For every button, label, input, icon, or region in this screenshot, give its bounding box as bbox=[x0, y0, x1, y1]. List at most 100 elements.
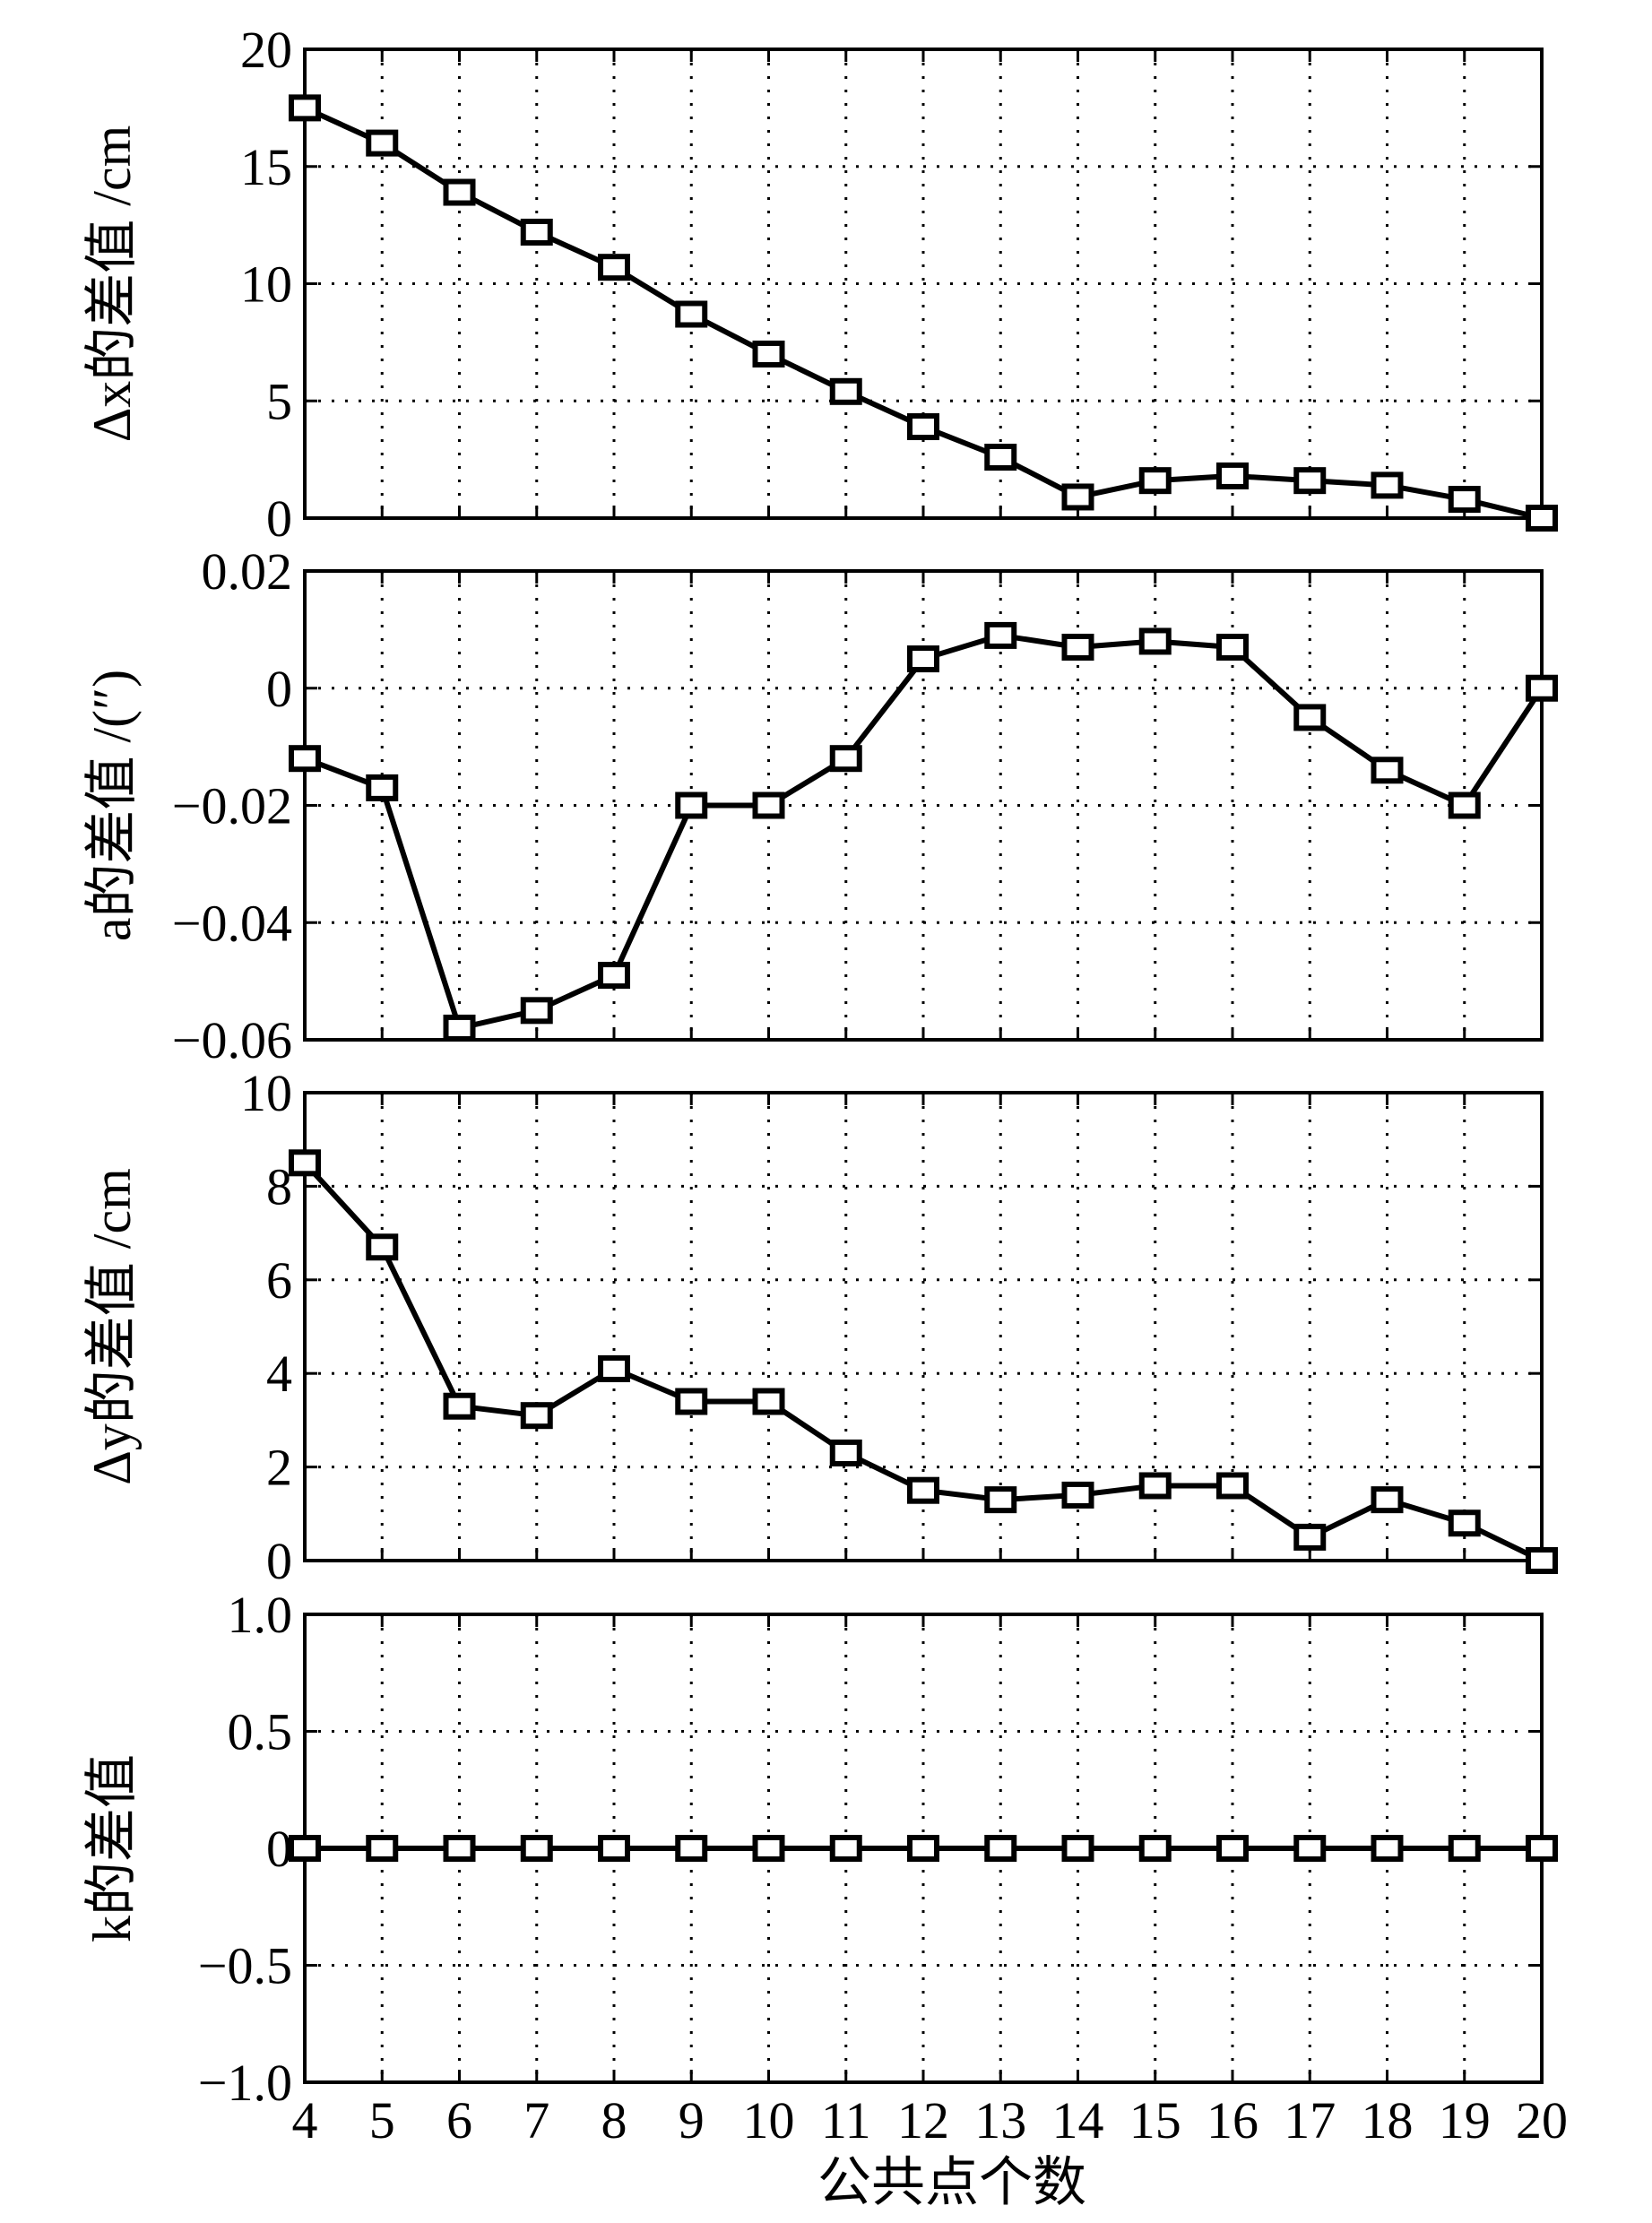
y-tick-label: 15 bbox=[240, 138, 292, 196]
y-tick-label: −0.04 bbox=[172, 894, 292, 952]
data-point-marker bbox=[1138, 627, 1172, 655]
data-point-marker bbox=[907, 1476, 939, 1504]
data-point-marker bbox=[752, 1835, 785, 1862]
series-line bbox=[303, 105, 1543, 521]
y-tick-label: 5 bbox=[266, 372, 292, 430]
data-point-marker bbox=[1371, 757, 1404, 784]
data-point-marker bbox=[443, 1392, 476, 1420]
y-tick-label: 10 bbox=[240, 255, 292, 314]
panel-1: 0 5 10 15 20 Δx的差值 /cm bbox=[82, 21, 1558, 548]
y-tick-label: 4 bbox=[266, 1345, 292, 1403]
x-tick-label: 11 bbox=[821, 2091, 871, 2149]
x-tick-label: 12 bbox=[897, 2091, 949, 2149]
data-point-marker bbox=[598, 1835, 630, 1862]
y-tick-label: −0.5 bbox=[198, 1937, 292, 1995]
x-tick-label: 5 bbox=[369, 2091, 395, 2149]
data-point-marker bbox=[829, 1439, 862, 1466]
x-tick-label: 9 bbox=[679, 2091, 705, 2149]
data-point-marker bbox=[289, 94, 321, 122]
data-point-marker bbox=[984, 1835, 1017, 1862]
data-point-marker bbox=[598, 254, 630, 281]
data-point-marker bbox=[1138, 467, 1172, 495]
x-tick-label: 17 bbox=[1284, 2091, 1336, 2149]
y-tick-label: 0 bbox=[266, 1820, 292, 1878]
y-tick-label: 2 bbox=[266, 1439, 292, 1497]
y-tick-label: 8 bbox=[266, 1157, 292, 1215]
data-point-marker bbox=[366, 774, 399, 801]
data-point-marker bbox=[1448, 486, 1481, 514]
data-point-marker bbox=[1061, 483, 1094, 511]
data-point-marker bbox=[675, 1388, 708, 1415]
data-point-marker bbox=[1371, 1835, 1404, 1862]
x-tick-label: 16 bbox=[1207, 2091, 1258, 2149]
y-axis-label: a的差值 /(″) bbox=[82, 670, 142, 941]
data-point-marker bbox=[1216, 633, 1249, 661]
data-point-marker bbox=[907, 645, 939, 673]
data-point-marker bbox=[984, 444, 1017, 471]
data-point-marker bbox=[1293, 1835, 1327, 1862]
data-point-marker bbox=[1216, 1472, 1249, 1500]
y-tick-label: 1.0 bbox=[228, 1586, 293, 1644]
y-tick-label: 10 bbox=[240, 1064, 292, 1122]
data-point-marker bbox=[366, 1233, 399, 1261]
data-point-marker bbox=[443, 1835, 476, 1862]
data-point-marker bbox=[675, 300, 708, 328]
data-point-marker bbox=[289, 1835, 321, 1862]
data-point-marker bbox=[984, 1486, 1017, 1514]
x-tick-label: 14 bbox=[1052, 2091, 1104, 2149]
data-point-marker bbox=[907, 1835, 939, 1862]
x-axis-label: 公共点个数 bbox=[817, 2153, 1086, 2212]
data-point-marker bbox=[1061, 1481, 1094, 1509]
data-point-marker bbox=[907, 413, 939, 441]
data-point-marker bbox=[1061, 1835, 1094, 1862]
x-tick-label: 15 bbox=[1129, 2091, 1181, 2149]
y-axis-label: Δx的差值 /cm bbox=[82, 125, 142, 443]
data-point-marker bbox=[1448, 1509, 1481, 1537]
data-point-marker bbox=[1526, 1547, 1558, 1574]
x-tick-label: 7 bbox=[523, 2091, 549, 2149]
data-point-marker bbox=[520, 997, 553, 1025]
y-tick-label: −1.0 bbox=[198, 2054, 292, 2112]
x-tick-label: 20 bbox=[1516, 2091, 1568, 2149]
data-point-marker bbox=[520, 1835, 553, 1862]
x-tick-label: 4 bbox=[292, 2091, 318, 2149]
data-point-marker bbox=[752, 340, 785, 368]
panel-2: −0.06 −0.04 −0.02 0 0.02 a的差值 /(″) bbox=[82, 542, 1558, 1069]
x-tick-label: 19 bbox=[1439, 2091, 1491, 2149]
data-point-marker bbox=[1448, 1835, 1481, 1862]
data-point-marker bbox=[1216, 1835, 1249, 1862]
data-point-marker bbox=[675, 791, 708, 819]
x-tick-label: 10 bbox=[743, 2091, 795, 2149]
y-tick-label: 0.5 bbox=[228, 1703, 293, 1761]
data-point-marker bbox=[289, 1149, 321, 1177]
data-point-marker bbox=[366, 1835, 399, 1862]
y-axis-label: Δy的差值 /cm bbox=[82, 1168, 142, 1485]
data-point-marker bbox=[520, 218, 553, 246]
data-point-marker bbox=[1526, 505, 1558, 532]
data-point-marker bbox=[1138, 1472, 1172, 1500]
x-tick-label: 13 bbox=[974, 2091, 1026, 2149]
data-point-marker bbox=[443, 1014, 476, 1042]
data-point-marker bbox=[1293, 467, 1327, 495]
data-point-marker bbox=[598, 1354, 630, 1382]
x-tick-label: 18 bbox=[1362, 2091, 1414, 2149]
data-point-marker bbox=[1371, 471, 1404, 499]
data-point-marker bbox=[829, 377, 862, 405]
plot-frame bbox=[303, 48, 1544, 520]
x-tick-label: 6 bbox=[446, 2091, 472, 2149]
data-point-marker bbox=[984, 621, 1017, 649]
data-point-marker bbox=[520, 1402, 553, 1430]
data-point-marker bbox=[443, 178, 476, 206]
data-point-marker bbox=[1526, 1835, 1558, 1862]
y-tick-label: 6 bbox=[266, 1251, 292, 1310]
data-point-marker bbox=[829, 1835, 862, 1862]
data-point-marker bbox=[1526, 674, 1558, 702]
y-tick-label: −0.02 bbox=[172, 777, 292, 835]
panel-3: 0 2 4 6 8 10 Δy的差值 /cm bbox=[82, 1064, 1558, 1590]
panel-4: −1.0 −0.5 0 0.5 1.0 k的差值 4 5 6 7 8 9 10 11 12 13 14 15 16 1… bbox=[82, 1586, 1568, 2149]
data-point-marker bbox=[289, 745, 321, 773]
y-tick-label: 0 bbox=[266, 1532, 292, 1590]
data-point-marker bbox=[675, 1835, 708, 1862]
